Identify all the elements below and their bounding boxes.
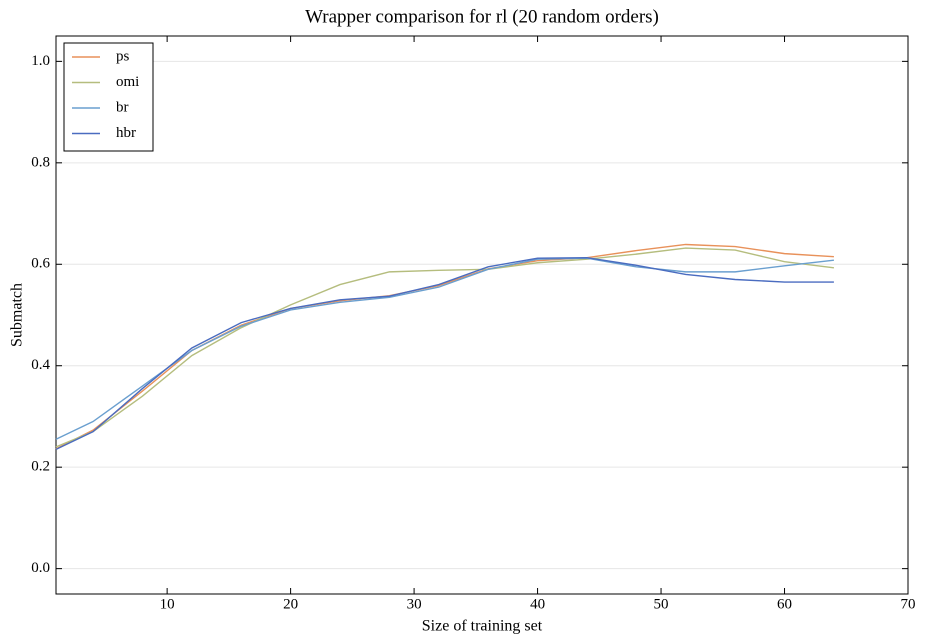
x-tick-label: 10	[160, 596, 175, 612]
x-tick-label: 70	[901, 596, 916, 612]
legend-label: ps	[116, 48, 130, 64]
plot-frame	[55, 35, 909, 595]
legend-label: omi	[116, 74, 139, 90]
x-tick-label: 20	[283, 596, 298, 612]
y-tick-label: 0.2	[31, 459, 50, 475]
series-line	[55, 256, 834, 451]
x-tick-label: 40	[530, 596, 545, 612]
series-line	[55, 257, 834, 440]
y-tick-label: 0.6	[31, 256, 50, 272]
x-axis-label: Size of training set	[422, 618, 543, 635]
y-tick-label: 0.0	[31, 560, 50, 576]
legend-box	[63, 42, 154, 152]
series-line	[55, 247, 834, 448]
x-tick-label: 30	[407, 596, 422, 612]
series-line	[55, 243, 834, 450]
y-tick-label: 0.8	[31, 154, 50, 170]
x-tick-label: 60	[777, 596, 792, 612]
x-tick-label: 50	[654, 596, 669, 612]
y-tick-label: 1.0	[31, 53, 50, 69]
chart-title: Wrapper comparison for rl (20 random ord…	[305, 6, 659, 27]
y-axis-label: Submatch	[9, 283, 26, 347]
legend-label: hbr	[116, 125, 136, 141]
legend-label: br	[116, 99, 129, 115]
y-tick-label: 0.4	[31, 357, 50, 373]
